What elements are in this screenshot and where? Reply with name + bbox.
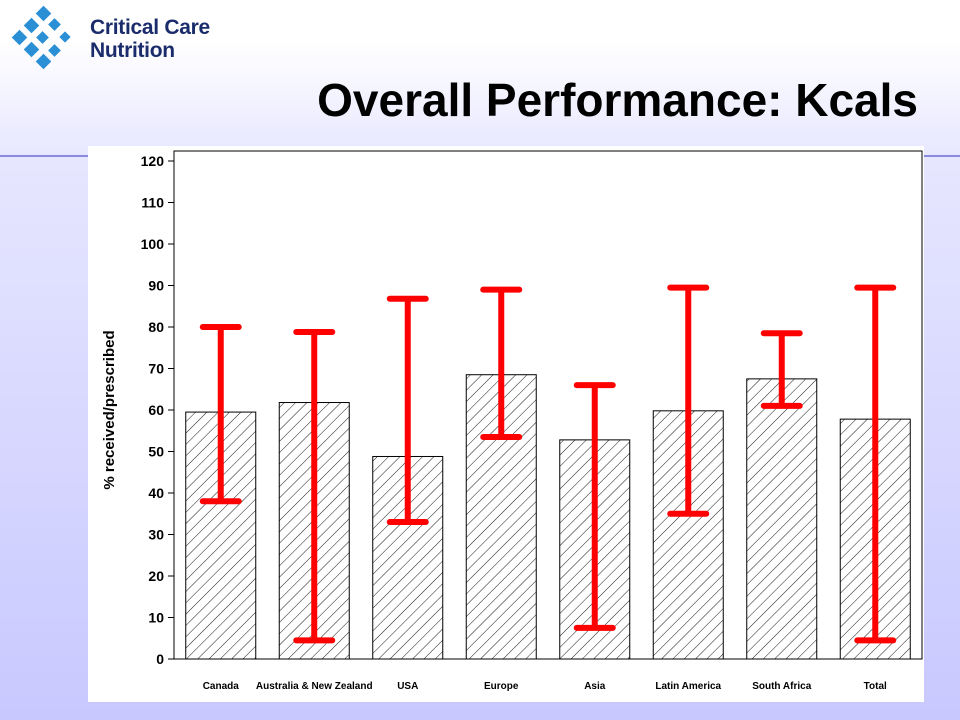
y-tick-label: 40 xyxy=(148,485,164,501)
y-tick-label: 100 xyxy=(141,236,165,252)
y-tick-label: 10 xyxy=(148,610,164,626)
y-tick-label: 70 xyxy=(148,361,164,377)
y-tick-label: 60 xyxy=(148,402,164,418)
y-axis-label: % received/prescribed xyxy=(101,330,118,489)
chart-panel: 0 10 20 30 40 50 60 70 80 90 100 110 120 % received/p… xyxy=(88,146,924,702)
bar xyxy=(746,378,818,660)
x-tick-label: USA xyxy=(397,681,418,692)
logo-line-1: Critical Care xyxy=(90,16,210,39)
x-tick-label: Asia xyxy=(584,681,606,692)
y-tick-label: 120 xyxy=(141,153,165,169)
y-tick-label: 20 xyxy=(148,568,164,584)
labels-layer: Canada Australia & New Zealand USA Europe As… xyxy=(203,681,887,692)
bar-chart: 0 10 20 30 40 50 60 70 80 90 100 110 120 % received/p… xyxy=(101,150,923,692)
y-tick-label: 80 xyxy=(148,319,164,335)
error-bars-layer xyxy=(199,284,897,644)
x-tick-label: South Africa xyxy=(752,681,812,692)
bars-layer xyxy=(185,374,911,660)
logo-line-2: Nutrition xyxy=(90,39,175,62)
x-tick-label: Europe xyxy=(484,681,519,692)
y-tick-label: 30 xyxy=(148,527,164,543)
logo-text: Critical Care Nutrition xyxy=(90,16,210,62)
x-tick-label: Latin America xyxy=(655,681,721,692)
y-tick-label: 50 xyxy=(148,444,164,460)
y-tick-label: 90 xyxy=(148,278,164,294)
y-tick-label: 110 xyxy=(141,195,164,211)
slide-title: Overall Performance: Kcals xyxy=(317,74,918,126)
logo: Critical Care Nutrition xyxy=(8,5,258,72)
x-tick-label: Total xyxy=(864,681,887,692)
axis-layer: 0 10 20 30 40 50 60 70 80 90 100 110 120 % received/p… xyxy=(101,150,923,667)
x-tick-label: Australia & New Zealand xyxy=(256,681,373,692)
x-tick-label: Canada xyxy=(203,681,240,692)
ccn-diamond-logo-icon xyxy=(11,5,71,70)
y-tick-label: 0 xyxy=(156,651,164,667)
plot-frame xyxy=(173,150,923,660)
